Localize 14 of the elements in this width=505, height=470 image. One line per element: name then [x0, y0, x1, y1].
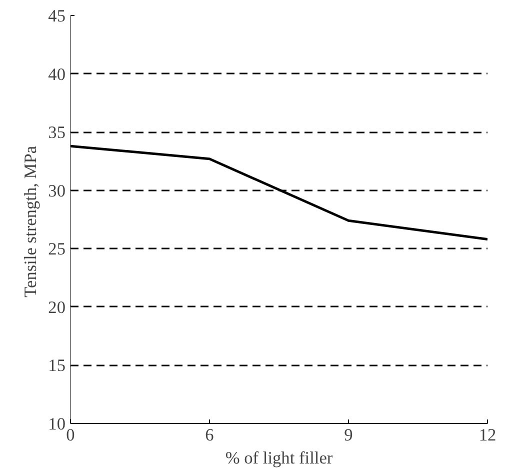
x-tick-label: 9	[344, 426, 353, 444]
x-tick-label: 12	[478, 426, 496, 444]
y-tick-label: 35	[48, 123, 66, 142]
x-tick-label: 0	[66, 426, 75, 444]
y-tick-label: 40	[48, 64, 66, 84]
y-tick-label: 15	[48, 356, 66, 376]
y-tick-label: 10	[48, 414, 66, 434]
x-axis-title: % of light filler	[225, 448, 333, 468]
y-tick-label: 30	[48, 181, 66, 200]
x-tick-label: 6	[205, 426, 214, 444]
y-axis-title: Tensile strength, MPa	[21, 146, 40, 298]
y-tick-label: 20	[48, 298, 66, 317]
y-tick-label: 25	[48, 240, 66, 259]
y-tick-label: 45	[48, 6, 66, 26]
